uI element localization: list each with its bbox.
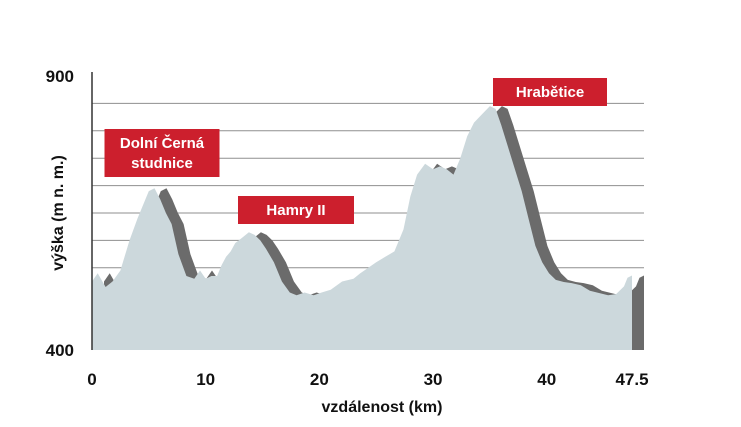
peak-label-text: Hamry II (266, 202, 325, 219)
tick-labels: 0 10 20 30 40 47.5 900 400 (46, 67, 649, 389)
peak-label-text: Hrabětice (516, 84, 584, 101)
peak-label-text: Dolní Černá (120, 134, 205, 152)
peak-label: Dolní Černá studnice (104, 129, 220, 177)
x-tick-label: 47.5 (615, 370, 648, 389)
x-tick-label: 0 (87, 370, 96, 389)
y-axis-title: výška (m n. m.) (50, 155, 67, 271)
x-tick-label: 30 (424, 370, 443, 389)
peak-label: Hrabětice (493, 78, 607, 106)
peak-label-background (493, 78, 607, 106)
elevation-area (92, 106, 632, 350)
peak-label-background (104, 129, 220, 177)
peak-labels: Dolní Černá studnice Hamry II Hrabětice (104, 78, 607, 224)
y-tick-label: 900 (46, 67, 74, 86)
peak-label-text: studnice (131, 155, 193, 172)
x-tick-label: 10 (196, 370, 215, 389)
x-tick-label: 20 (310, 370, 329, 389)
elevation-profile-area (92, 106, 632, 350)
y-tick-label: 400 (46, 341, 74, 360)
x-axis-title: vzdálenost (km) (322, 399, 443, 416)
peak-label-background (238, 196, 354, 224)
peak-label: Hamry II (238, 196, 354, 224)
x-tick-label: 40 (537, 370, 556, 389)
